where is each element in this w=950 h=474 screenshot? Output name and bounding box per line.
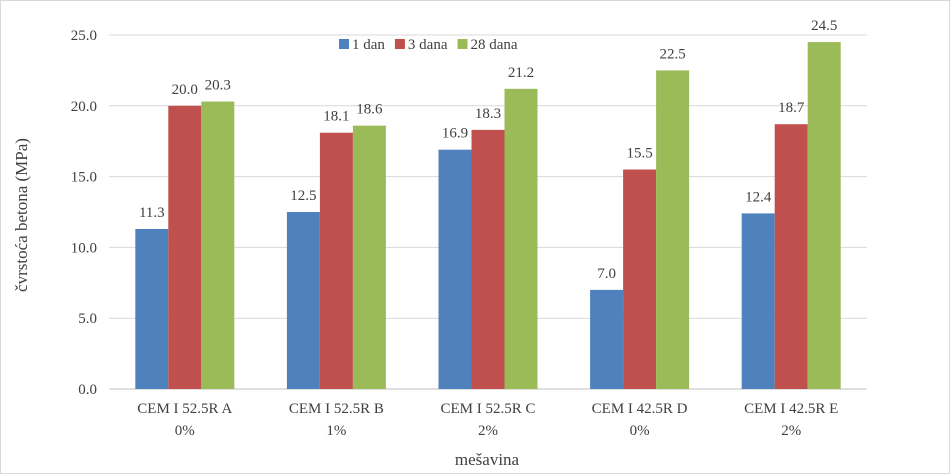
bar — [352, 125, 386, 390]
y-tick-label: 10.0 — [71, 240, 97, 256]
bar — [504, 88, 538, 390]
bar — [471, 129, 505, 389]
y-tick-label: 5.0 — [78, 311, 97, 327]
bars — [135, 42, 841, 390]
data-label: 22.5 — [659, 46, 685, 62]
y-tick-label: 15.0 — [71, 170, 97, 186]
bar — [807, 42, 841, 390]
bar — [741, 213, 775, 389]
x-tick-label: 2% — [478, 423, 498, 439]
legend-label: 28 dana — [471, 37, 518, 53]
bar — [135, 228, 169, 389]
data-label: 18.7 — [778, 100, 805, 116]
legend-label: 1 dan — [352, 37, 385, 53]
data-label: 18.6 — [356, 102, 383, 118]
data-label: 20.0 — [172, 82, 198, 98]
y-tick-label: 25.0 — [71, 28, 97, 44]
legend-label: 3 dana — [408, 37, 448, 53]
bar — [319, 132, 353, 390]
x-tick-label: CEM I 42.5R D — [592, 401, 688, 417]
data-label: 16.9 — [442, 126, 468, 142]
y-tick-labels: 0.0 5.0 10.0 15.0 20.0 25.0 — [71, 28, 97, 398]
x-tick-label: CEM I 52.5R B — [289, 401, 384, 417]
data-label: 24.5 — [811, 18, 837, 34]
y-axis-title: čvrstoća betona (MPa) — [12, 138, 31, 292]
data-label: 11.3 — [139, 205, 165, 221]
data-labels: 11.3 20.0 20.3 12.5 18.1 18.6 16.9 18.3 21.2 7.0 1… — [139, 18, 837, 282]
data-label: 12.4 — [745, 189, 772, 205]
bar — [286, 212, 320, 389]
bar — [774, 124, 808, 389]
data-label: 12.5 — [290, 188, 316, 204]
x-tick-label: 0% — [630, 423, 650, 439]
data-label: 18.1 — [323, 109, 349, 125]
legend-swatch — [339, 39, 349, 49]
bar — [201, 101, 235, 389]
data-label: 18.3 — [475, 106, 501, 122]
legend-swatch — [457, 39, 468, 49]
bar — [168, 105, 202, 390]
x-axis-title: mešavina — [455, 450, 520, 469]
y-tick-label: 0.0 — [78, 382, 97, 398]
y-tick-label: 20.0 — [71, 99, 97, 115]
x-tick-label: 2% — [781, 423, 801, 439]
x-tick-label: 0% — [175, 423, 195, 439]
data-label: 21.2 — [508, 65, 534, 81]
legend-swatch — [394, 39, 405, 49]
data-label: 7.0 — [597, 266, 616, 282]
x-tick-label: 1% — [326, 423, 346, 439]
x-tick-label: CEM I 42.5R E — [744, 401, 838, 417]
data-label: 15.5 — [626, 146, 652, 162]
bar — [438, 149, 472, 389]
x-tick-label: CEM I 52.5R C — [440, 401, 535, 417]
legend: 1 dan 3 dana 28 dana — [339, 37, 518, 53]
bar — [623, 169, 657, 389]
bar — [656, 70, 690, 390]
x-tick-label: CEM I 52.5R A — [137, 401, 232, 417]
x-tick-labels: CEM I 52.5R A 0% CEM I 52.5R B 1% CEM I 52.5… — [137, 401, 838, 439]
bar — [590, 289, 624, 389]
data-label: 20.3 — [205, 78, 231, 94]
